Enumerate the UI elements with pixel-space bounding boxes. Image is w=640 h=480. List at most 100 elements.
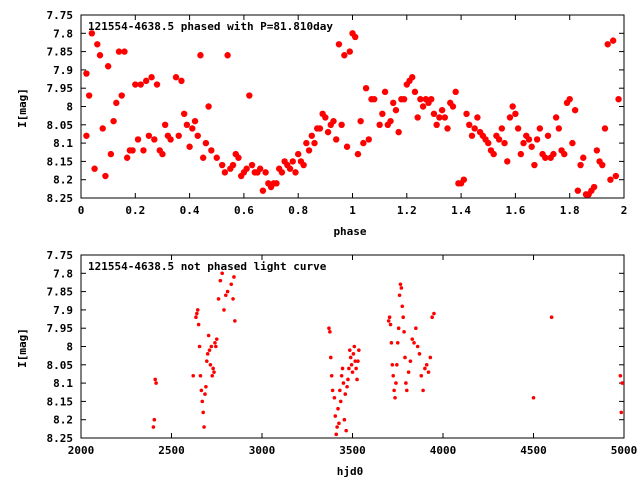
unphased-point-55 [342, 417, 347, 422]
unphased-point-36 [231, 297, 235, 301]
phased-point-2 [85, 92, 93, 99]
unphased-point-70 [356, 359, 360, 363]
unphased-point-44 [332, 395, 337, 400]
unphased-point-64 [350, 370, 355, 374]
phased-point-171 [555, 125, 563, 132]
phased-point-92 [338, 121, 345, 128]
phased-ytick-label-3: 7.9 [53, 64, 73, 77]
unphased-point-52 [339, 373, 344, 378]
unphased-point-105 [428, 355, 433, 360]
unphased-point-15 [203, 392, 207, 396]
phased-point-127 [436, 114, 443, 121]
phased-xtick-label-10: 2 [621, 204, 628, 217]
unphased-ytick-label-8: 8.15 [47, 395, 74, 408]
unphased-point-32 [222, 308, 226, 312]
unphased-point-88 [401, 315, 405, 320]
unphased-point-28 [214, 337, 219, 341]
unphased-point-102 [423, 366, 427, 371]
unphased-point-111 [619, 410, 624, 415]
phased-point-0 [83, 70, 90, 77]
phased-point-93 [341, 52, 348, 59]
phased-ytick-label-7: 8.1 [53, 137, 73, 150]
phased-xlabel: phase [333, 225, 366, 238]
phased-point-40 [191, 117, 199, 125]
phased-xtick-label-3: 0.6 [234, 204, 254, 217]
phased-point-152 [504, 158, 511, 165]
unphased-point-13 [201, 410, 205, 415]
unphased-point-108 [531, 395, 536, 400]
unphased-xtick-label-5: 4500 [520, 444, 547, 457]
unphased-point-38 [233, 319, 237, 323]
phased-point-105 [376, 121, 383, 128]
phased-point-78 [300, 161, 307, 169]
phased-point-177 [571, 106, 579, 114]
phased-point-38 [186, 143, 193, 150]
unphased-point-69 [355, 377, 359, 382]
unphased-point-87 [400, 304, 405, 309]
phased-xtick-label-0: 0 [78, 204, 85, 217]
unphased-point-109 [549, 315, 554, 320]
phased-point-45 [205, 103, 212, 110]
unphased-xtick-label-2: 3000 [249, 444, 276, 457]
phased-point-24 [145, 132, 153, 139]
unphased-point-10 [198, 373, 203, 378]
unphased-panel: 121554-4638.5 not phased light curve hjd… [16, 249, 637, 478]
phased-point-110 [390, 99, 397, 107]
unphased-point-53 [340, 366, 345, 371]
phased-point-43 [199, 154, 207, 161]
phased-point-185 [593, 147, 601, 154]
unphased-point-11 [199, 388, 204, 393]
phased-point-173 [561, 150, 568, 158]
phased-point-47 [213, 154, 220, 161]
phased-point-157 [517, 150, 525, 158]
unphased-ytick-label-3: 7.9 [53, 304, 73, 317]
phased-point-70 [278, 169, 286, 176]
phased-point-68 [273, 180, 280, 187]
phased-point-126 [433, 121, 440, 128]
unphased-point-45 [333, 414, 338, 418]
unphased-point-35 [229, 282, 234, 287]
unphased-point-9 [197, 344, 202, 349]
phased-point-42 [197, 52, 204, 59]
phased-xtick-label-7: 1.4 [451, 204, 471, 217]
unphased-point-98 [415, 344, 420, 349]
unphased-ytick-label-10: 8.25 [47, 432, 74, 445]
unphased-point-71 [357, 348, 361, 352]
unphased-point-6 [195, 311, 199, 316]
unphased-point-104 [426, 370, 431, 374]
phased-point-154 [509, 103, 516, 110]
phased-point-54 [235, 154, 242, 161]
phased-point-147 [490, 150, 497, 158]
unphased-point-47 [335, 425, 339, 429]
phased-point-106 [379, 110, 386, 118]
unphased-point-2 [153, 377, 158, 382]
phased-ytick-label-6: 8.05 [47, 119, 74, 132]
phased-point-27 [153, 81, 161, 88]
unphased-point-7 [195, 308, 200, 312]
phased-point-63 [259, 187, 267, 194]
phased-ytick-label-0: 7.75 [47, 9, 74, 22]
unphased-point-94 [408, 359, 413, 363]
phased-point-36 [180, 110, 188, 118]
unphased-point-43 [330, 388, 335, 393]
phased-point-120 [417, 95, 424, 103]
phased-ytick-label-4: 7.95 [47, 82, 74, 95]
phased-ylabel: I[mag] [16, 88, 29, 128]
phased-point-160 [525, 136, 533, 143]
phased-point-25 [148, 74, 155, 81]
phased-point-114 [400, 95, 408, 103]
phased-point-151 [501, 139, 508, 147]
phased-point-76 [295, 150, 302, 158]
unphased-point-112 [620, 381, 624, 385]
unphased-point-96 [412, 341, 416, 345]
unphased-point-24 [211, 366, 215, 371]
unphased-point-3 [154, 381, 158, 385]
phased-point-107 [381, 88, 389, 96]
phased-point-58 [246, 92, 253, 99]
unphased-point-60 [347, 366, 351, 371]
phased-point-179 [577, 161, 584, 169]
unphased-ytick-label-1: 7.8 [53, 267, 73, 280]
phased-point-41 [194, 132, 201, 139]
unphased-ytick-label-6: 8.05 [47, 359, 74, 372]
